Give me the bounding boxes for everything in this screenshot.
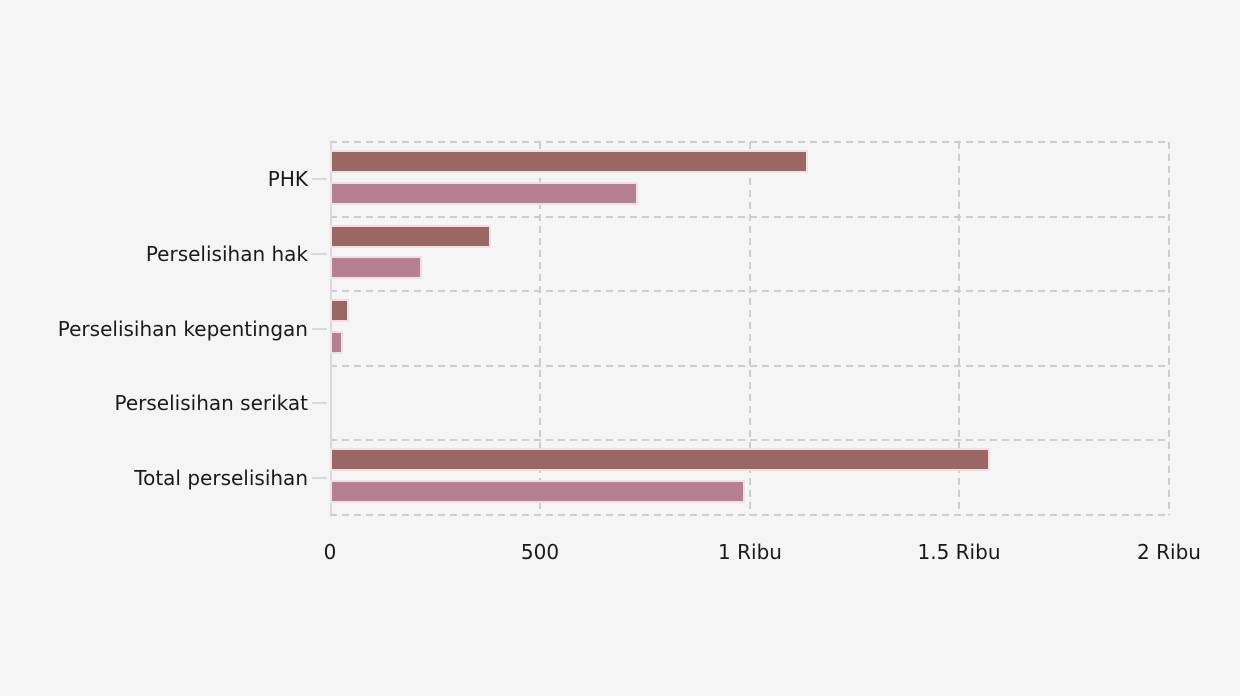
horizontal-gridline: [330, 365, 1165, 367]
bar-dark-total-perselisihan[interactable]: [330, 448, 990, 471]
bar-light-perselisihan-hak[interactable]: [330, 256, 422, 279]
x-tick-label: 500: [520, 540, 560, 564]
category-label: Perselisihan hak: [145, 242, 308, 266]
horizontal-gridline: [330, 439, 1165, 441]
horizontal-gridline: [330, 216, 1165, 218]
bar-light-phk[interactable]: [330, 182, 638, 205]
x-tick-label: 0: [323, 540, 337, 564]
bar-dark-phk[interactable]: [330, 150, 808, 173]
category-label: Perselisihan kepentingan: [57, 317, 308, 341]
category-label: Total perselisihan: [134, 466, 308, 490]
vertical-gridline: [1168, 142, 1170, 515]
horizontal-gridline: [330, 141, 1165, 143]
vertical-gridline: [539, 142, 541, 515]
vertical-gridline: [958, 142, 960, 515]
x-tick-label: 1 Ribu: [718, 540, 782, 564]
x-tick-label: 2 Ribu: [1137, 540, 1201, 564]
y-tick-mark: [312, 328, 327, 330]
plot-area: [330, 141, 1170, 516]
y-tick-mark: [312, 178, 327, 180]
bar-dark-perselisihan-kepentingan[interactable]: [330, 299, 349, 322]
vertical-gridline: [749, 142, 751, 515]
x-tick-label: 1.5 Ribu: [917, 540, 1001, 564]
bar-dark-perselisihan-hak[interactable]: [330, 225, 491, 248]
horizontal-gridline: [330, 514, 1165, 516]
bar-light-total-perselisihan[interactable]: [330, 480, 745, 503]
y-tick-mark: [312, 253, 327, 255]
y-tick-mark: [312, 402, 327, 404]
horizontal-gridline: [330, 290, 1165, 292]
category-label: Perselisihan serikat: [114, 391, 309, 415]
bar-light-perselisihan-kepentingan[interactable]: [330, 331, 343, 354]
y-axis-line: [330, 142, 332, 515]
category-label: PHK: [267, 167, 308, 191]
y-tick-mark: [312, 477, 327, 479]
